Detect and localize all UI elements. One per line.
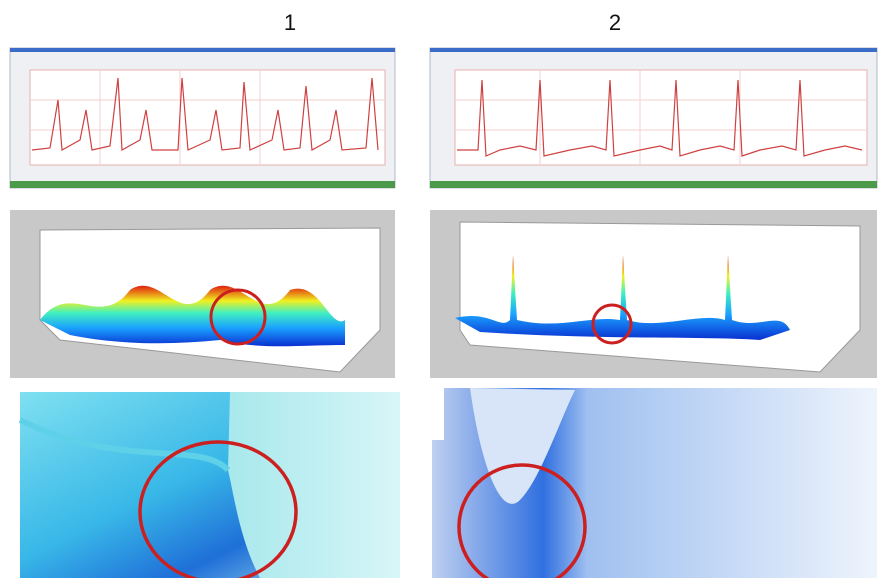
zoom-view: [432, 388, 877, 578]
surface-plot: [10, 210, 395, 378]
ecg-window: [429, 47, 878, 189]
surface-plot: [430, 210, 877, 378]
column-label: 1: [284, 10, 296, 35]
column-label: 2: [609, 10, 621, 35]
ecg-window: [9, 47, 396, 189]
zoom-view: [18, 392, 400, 578]
